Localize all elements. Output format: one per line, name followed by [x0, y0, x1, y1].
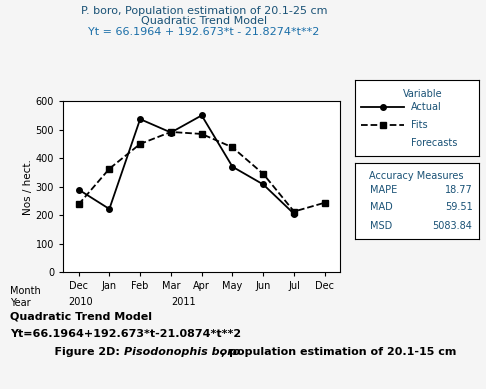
Text: , population estimation of 20.1-15 cm: , population estimation of 20.1-15 cm [221, 347, 456, 357]
Text: Actual: Actual [411, 102, 441, 112]
Text: 59.51: 59.51 [445, 202, 472, 212]
Text: MSD: MSD [370, 221, 392, 231]
Text: P. boro, Population estimation of 20.1-25 cm: P. boro, Population estimation of 20.1-2… [81, 6, 328, 16]
Text: Figure 2D:: Figure 2D: [39, 347, 123, 357]
Text: Quadratic Trend Model: Quadratic Trend Model [141, 16, 267, 26]
Text: 18.77: 18.77 [445, 185, 472, 195]
Y-axis label: Nos / hect.: Nos / hect. [23, 159, 33, 215]
Text: Yt = 66.1964 + 192.673*t - 21.8274*t**2: Yt = 66.1964 + 192.673*t - 21.8274*t**2 [88, 27, 320, 37]
Text: Variable: Variable [403, 89, 443, 99]
Text: Forecasts: Forecasts [411, 138, 457, 149]
Text: 5083.84: 5083.84 [433, 221, 472, 231]
Text: Quadratic Trend Model: Quadratic Trend Model [10, 311, 152, 321]
Text: Fits: Fits [411, 120, 427, 130]
Text: Pisodonophis boro: Pisodonophis boro [124, 347, 240, 357]
Text: 2011: 2011 [172, 297, 196, 307]
Text: Year: Year [10, 298, 30, 308]
Text: Month: Month [10, 286, 40, 296]
Text: Accuracy Measures: Accuracy Measures [369, 171, 464, 181]
Text: 2010: 2010 [68, 297, 92, 307]
Text: MAPE: MAPE [370, 185, 397, 195]
Text: Yt=66.1964+192.673*t-21.0874*t**2: Yt=66.1964+192.673*t-21.0874*t**2 [10, 329, 241, 339]
Text: MAD: MAD [370, 202, 392, 212]
